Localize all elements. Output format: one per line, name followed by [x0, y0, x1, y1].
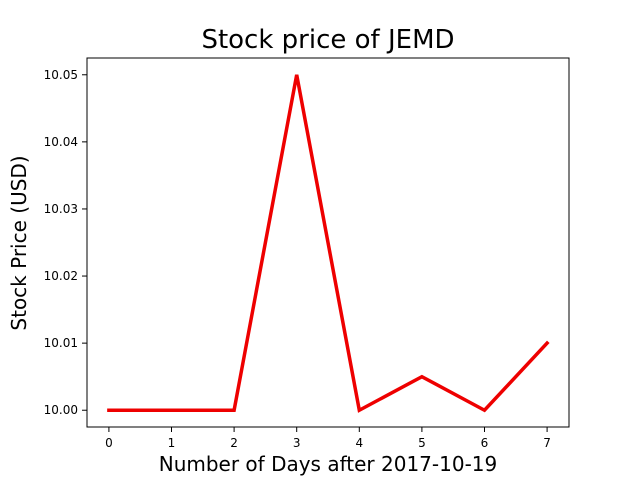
x-axis-label: Number of Days after 2017-10-19	[159, 452, 498, 476]
y-tick-label: 10.02	[44, 269, 78, 283]
y-axis-label: Stock Price (USD)	[7, 155, 31, 330]
y-tick-label: 10.03	[44, 202, 78, 216]
series-line-0	[107, 74, 550, 413]
plot-frame	[86, 57, 570, 428]
x-tick-label: 5	[418, 436, 426, 450]
x-tick-label: 2	[230, 436, 238, 450]
y-tick-label: 10.04	[44, 135, 78, 149]
x-axis-ticks: 0 1 2 3 4 5 6 7	[105, 427, 551, 450]
y-tick-label: 10.01	[44, 336, 78, 350]
series-layer	[107, 74, 550, 413]
chart-title: Stock price of JEMD	[201, 25, 454, 55]
y-tick-label: 10.05	[44, 68, 78, 82]
y-tick-label: 10.00	[44, 403, 78, 417]
x-tick-label: 0	[105, 436, 113, 450]
x-tick-label: 6	[481, 436, 489, 450]
x-tick-label: 1	[168, 436, 176, 450]
x-tick-label: 7	[543, 436, 551, 450]
y-axis-ticks: 10.00 10.01 10.02 10.03 10.04 10.05	[44, 68, 87, 417]
x-tick-label: 4	[355, 436, 363, 450]
x-tick-label: 3	[293, 436, 301, 450]
plot-area: 0 1 2 3 4 5 6 7 10.00 10.01 10.02 10.03 10.04 10.05	[44, 57, 570, 450]
